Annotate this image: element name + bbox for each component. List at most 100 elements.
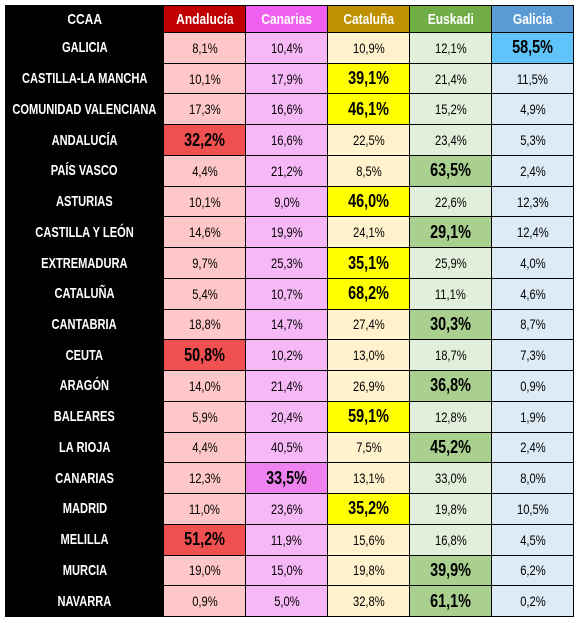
value-cell: 45,2%: [410, 432, 491, 463]
value-cell: 10,9%: [328, 33, 409, 63]
value-cell-text: 21,4%: [270, 377, 303, 394]
table: CCAA Andalucía Canarias Cataluña Euskadi Gali…: [5, 5, 574, 617]
value-cell-text: 39,1%: [348, 68, 389, 89]
value-cell: 17,3%: [164, 94, 245, 125]
header-cell: CCAA: [6, 6, 163, 32]
value-cell-text: 21,2%: [270, 162, 303, 179]
value-cell: 32,8%: [328, 586, 409, 616]
value-cell: 8,1%: [164, 33, 245, 63]
row-label: ARAGÓN: [6, 371, 163, 401]
row-label-text: LA RIOJA: [58, 438, 111, 456]
value-cell-text: 22,5%: [352, 132, 385, 149]
header-cell: Galicia: [492, 6, 573, 32]
row-label-text: BALEARES: [53, 408, 116, 426]
value-cell-text: 20,4%: [270, 408, 303, 425]
value-cell: 16,8%: [410, 524, 491, 555]
value-cell: 4,9%: [492, 94, 573, 125]
value-cell-text: 18,7%: [434, 347, 467, 364]
row-label: CASTILLA Y LEÓN: [6, 217, 163, 248]
value-cell-text: 46,0%: [348, 191, 389, 212]
header-cell-text: CCAA: [67, 10, 102, 28]
value-cell: 16,6%: [246, 125, 327, 155]
value-cell: 22,6%: [410, 186, 491, 217]
value-cell-text: 7,5%: [355, 439, 382, 456]
value-cell: 4,0%: [492, 248, 573, 278]
value-cell: 19,8%: [328, 555, 409, 586]
value-cell: 30,3%: [410, 309, 491, 340]
value-cell-text: 10,7%: [270, 285, 303, 302]
value-cell: 4,4%: [164, 155, 245, 186]
value-cell: 29,1%: [410, 217, 491, 248]
row-label-text: MADRID: [62, 500, 107, 518]
value-cell: 58,5%: [492, 33, 573, 63]
value-cell-text: 19,8%: [434, 500, 467, 517]
value-cell: 4,4%: [164, 432, 245, 463]
row-label: CATALUÑA: [6, 278, 163, 309]
value-cell: 26,9%: [328, 371, 409, 401]
row-label: BALEARES: [6, 401, 163, 432]
row-label: ASTURIAS: [6, 186, 163, 217]
value-cell-text: 12,4%: [516, 224, 549, 241]
row-label-text: CATALUÑA: [54, 285, 115, 303]
value-cell: 39,1%: [328, 63, 409, 94]
value-cell: 2,4%: [492, 155, 573, 186]
row-label: NAVARRA: [6, 586, 163, 616]
value-cell: 39,9%: [410, 555, 491, 586]
value-cell-text: 0,9%: [191, 593, 218, 610]
value-cell-text: 5,3%: [519, 132, 546, 149]
value-cell-text: 29,1%: [430, 221, 471, 242]
value-cell-text: 0,2%: [519, 593, 546, 610]
value-cell-text: 2,4%: [519, 162, 546, 179]
value-cell: 1,9%: [492, 401, 573, 432]
value-cell-text: 4,0%: [519, 255, 546, 272]
row-label-text: CEUTA: [65, 346, 104, 364]
value-cell-text: 11,0%: [189, 500, 220, 517]
value-cell-text: 13,0%: [352, 347, 385, 364]
value-cell: 12,3%: [164, 463, 245, 494]
value-cell: 10,1%: [164, 186, 245, 217]
row-label: PAÍS VASCO: [6, 155, 163, 186]
value-cell-text: 14,6%: [188, 224, 221, 241]
value-cell-text: 23,4%: [434, 132, 467, 149]
value-cell-text: 4,6%: [519, 285, 546, 302]
value-cell: 46,0%: [328, 186, 409, 217]
value-cell: 33,0%: [410, 463, 491, 494]
header-cell-text: Galicia: [512, 10, 553, 28]
value-cell-text: 19,0%: [188, 562, 221, 579]
row-label: CANARIAS: [6, 463, 163, 494]
value-cell-text: 24,1%: [352, 224, 385, 241]
value-cell-text: 10,9%: [352, 39, 385, 56]
header-cell-text: Euskadi: [427, 10, 474, 28]
value-cell: 16,6%: [246, 94, 327, 125]
value-cell-text: 12,3%: [188, 470, 221, 487]
value-cell-text: 39,9%: [430, 559, 471, 580]
header-cell: Cataluña: [328, 6, 409, 32]
value-cell-text: 26,9%: [352, 377, 385, 394]
value-cell-text: 35,2%: [348, 498, 389, 519]
value-cell: 13,0%: [328, 340, 409, 371]
row-label: CASTILLA-LA MANCHA: [6, 63, 163, 94]
value-cell-text: 1,9%: [519, 408, 546, 425]
value-cell-text: 9,0%: [273, 193, 300, 210]
value-cell-text: 15,2%: [434, 101, 467, 118]
value-cell-text: 16,6%: [270, 132, 303, 149]
value-cell: 36,8%: [410, 371, 491, 401]
value-cell-text: 27,4%: [352, 316, 385, 333]
value-cell: 4,5%: [492, 524, 573, 555]
value-cell-text: 14,0%: [188, 377, 221, 394]
value-cell-text: 4,9%: [519, 101, 546, 118]
value-cell: 23,6%: [246, 494, 327, 524]
value-cell: 0,9%: [492, 371, 573, 401]
row-label: LA RIOJA: [6, 432, 163, 463]
value-cell: 12,3%: [492, 186, 573, 217]
row-label: CEUTA: [6, 340, 163, 371]
header-cell: Canarias: [246, 6, 327, 32]
value-cell-text: 16,6%: [270, 101, 303, 118]
value-cell: 18,8%: [164, 309, 245, 340]
row-label: MURCIA: [6, 555, 163, 586]
value-cell: 15,6%: [328, 524, 409, 555]
value-cell: 24,1%: [328, 217, 409, 248]
value-cell: 8,0%: [492, 463, 573, 494]
value-cell-text: 7,3%: [519, 347, 546, 364]
value-cell-text: 15,6%: [352, 531, 385, 548]
